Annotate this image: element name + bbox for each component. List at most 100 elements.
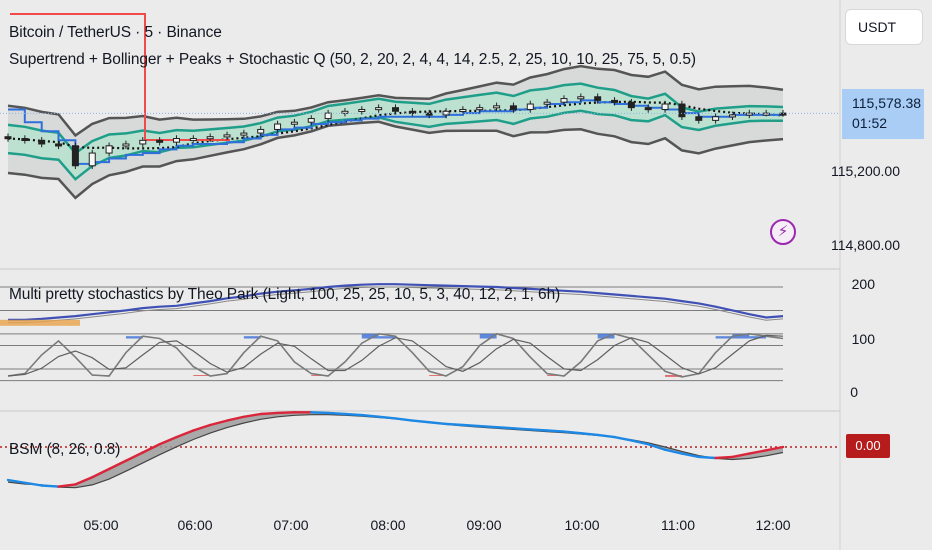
candle-body (105, 145, 113, 154)
candle-body (341, 110, 349, 114)
bsm-line-segment (310, 411, 330, 415)
candle-body (543, 101, 551, 105)
supertrend-indicator-legend[interactable]: Supertrend + Bollinger + Peaks + Stochas… (9, 51, 696, 68)
candle-body (442, 110, 450, 116)
stoch-fast-line (7, 332, 784, 378)
bsm-line-segment (360, 413, 380, 418)
bsm-line-segment (529, 428, 549, 432)
bsm-line-segment (175, 429, 195, 439)
stoch-overbought-fill (597, 333, 615, 339)
time-axis-label: 07:00 (273, 517, 309, 533)
bsm-line-segment (242, 412, 262, 418)
candle-body (661, 103, 669, 110)
bollinger-outer-fill (8, 66, 783, 198)
stoch-overbought-fill (378, 336, 396, 339)
bsm-line-segment (748, 449, 768, 455)
bsm-line-segment (74, 476, 94, 486)
bsm-line-segment (40, 484, 60, 488)
candle-body (21, 138, 29, 142)
candle-body (55, 143, 63, 147)
lightning-icon[interactable]: ⚡ (770, 219, 796, 245)
bsm-line-segment (411, 419, 431, 424)
candle-body (611, 99, 619, 103)
bsm-line-segment (23, 481, 43, 487)
candle-body (38, 139, 46, 145)
candle-body (627, 101, 635, 109)
bsm-line-segment (764, 445, 785, 452)
stoch-overbought-fill (125, 336, 143, 339)
stoch-oversold-fill (193, 375, 211, 376)
bsm-line-segment (394, 417, 414, 422)
bsm-line-segment (579, 432, 599, 437)
stoch-overbought-fill (361, 333, 379, 339)
bollinger-upper-outer (7, 64, 784, 138)
bsm-line-segment (276, 411, 296, 415)
candle-body (240, 132, 248, 136)
bsm-line-segment (545, 429, 566, 433)
time-axis-label: 06:00 (177, 517, 213, 533)
bsm-line-segment (6, 478, 27, 484)
bollinger-inner-fill (8, 83, 783, 180)
time-axis-label: 08:00 (370, 517, 406, 533)
candle-body (274, 123, 282, 130)
bsm-indicator-legend[interactable]: BSM (8, 26, 0.8) (9, 441, 121, 458)
candle-body (560, 98, 568, 103)
last-price-tag: 115,578.38 01:52 (842, 89, 924, 139)
candle-body (745, 112, 753, 116)
candle-body (189, 138, 197, 142)
bollinger-lower-inner (7, 109, 784, 181)
bsm-line-segment (663, 448, 684, 455)
bsm-line-segment (495, 426, 515, 430)
candle-body (476, 107, 484, 111)
candle-body (644, 107, 652, 111)
stoch-overbought-fill (732, 333, 750, 339)
bsm-line-segment (377, 415, 397, 420)
candle-body (4, 136, 12, 140)
candle-body (223, 134, 231, 138)
bsm-line-segment (647, 443, 667, 451)
bsm-line-segment (208, 419, 229, 427)
candle-body (88, 152, 96, 167)
time-axis-label: 09:00 (466, 517, 502, 533)
candle-body (324, 112, 332, 120)
candle-body (172, 138, 180, 143)
stoch-oversold-fill (429, 375, 447, 376)
stochastic-indicator-legend[interactable]: Multi pretty stochastics by Theo Park (L… (9, 286, 561, 303)
candle-body (678, 103, 686, 118)
bsm-area-fill (8, 412, 783, 488)
bsm-line-segment (225, 415, 246, 422)
candle-body (156, 139, 164, 143)
bsm-line-segment (731, 452, 751, 459)
bsm-line-segment (613, 435, 633, 442)
last-price-value: 115,578.38 (852, 95, 922, 111)
bsm-line-segment (680, 452, 700, 459)
bsm-line-segment (141, 443, 161, 454)
currency-button[interactable]: USDT (845, 9, 923, 45)
bsm-line-segment (91, 467, 111, 479)
price-axis-label: 114,800.00 (830, 237, 900, 253)
candle-body (392, 107, 399, 112)
bsm-line-segment (427, 421, 448, 426)
candle-body (71, 145, 79, 167)
candle-body (307, 118, 315, 123)
candle-body (594, 96, 602, 101)
bsm-line-segment (107, 459, 128, 471)
candle-body (712, 116, 720, 121)
candle-body (122, 143, 130, 147)
stoch-overbought-fill (749, 336, 767, 339)
candle-body (358, 108, 366, 112)
bsm-line-segment (714, 455, 734, 460)
bsm-line-segment (343, 412, 364, 417)
symbol-legend[interactable]: Bitcoin / TetherUS · 5 · Binance (9, 24, 222, 41)
bsm-line-segment (596, 433, 616, 439)
bollinger-lower-outer (7, 120, 784, 200)
time-axis-label: 12:00 (755, 517, 791, 533)
time-axis-label: 10:00 (564, 517, 600, 533)
bsm-line-segment (192, 423, 212, 432)
supertrend-down-line (10, 13, 230, 141)
candle-body (206, 136, 214, 140)
bsm-line-segment (461, 423, 481, 428)
stoch-signal-line (7, 334, 784, 377)
bsm-line-segment (697, 455, 717, 460)
